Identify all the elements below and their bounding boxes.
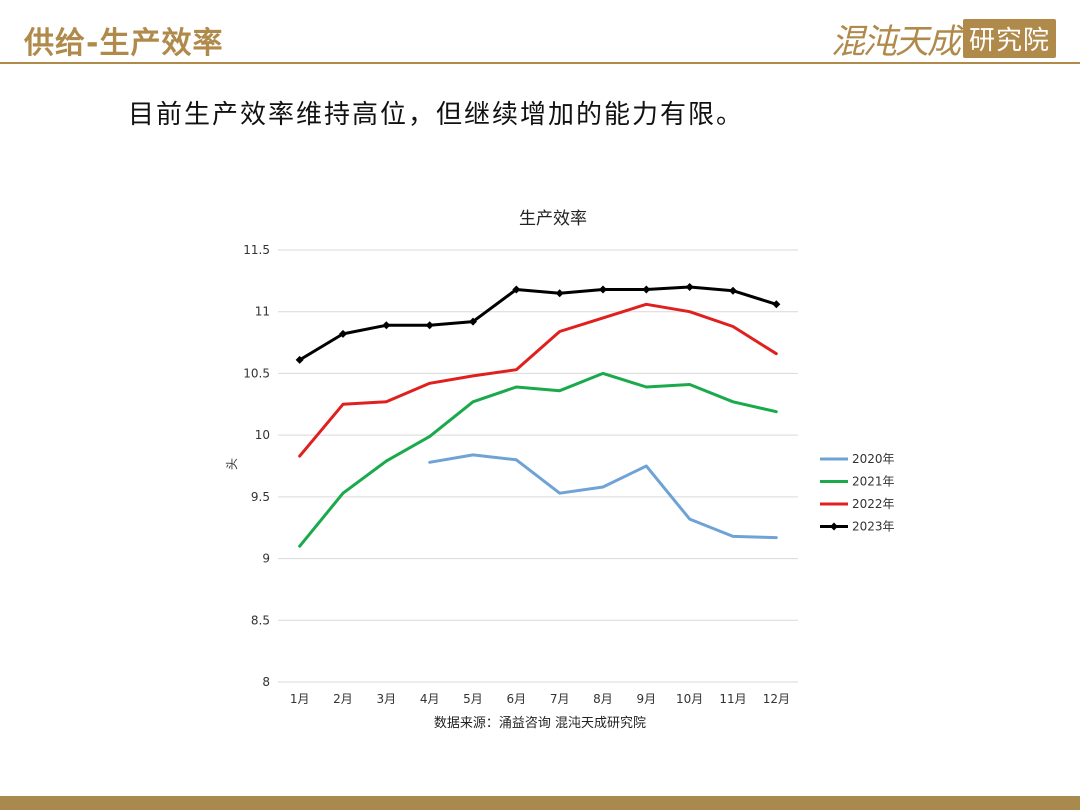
data-point — [729, 286, 737, 295]
x-tick-label: 6月 — [507, 692, 527, 706]
series-line-2020年 — [428, 453, 778, 540]
legend-label: 2021年 — [852, 475, 895, 489]
header-divider — [0, 62, 1080, 64]
y-tick-label: 8.5 — [251, 613, 270, 627]
x-tick-label: 12月 — [763, 692, 790, 706]
footer-bar — [0, 796, 1080, 810]
x-tick-label: 10月 — [676, 692, 703, 706]
x-tick-label: 5月 — [463, 692, 483, 706]
legend-label: 2022年 — [852, 497, 895, 511]
legend-label: 2020年 — [852, 452, 895, 466]
data-point — [599, 285, 607, 294]
series-line-2021年 — [298, 371, 778, 548]
x-tick-label: 9月 — [637, 692, 657, 706]
data-point — [642, 285, 651, 294]
x-tick-label: 11月 — [719, 692, 746, 706]
data-point — [339, 329, 347, 338]
x-tick-label: 4月 — [420, 692, 440, 706]
x-tick-label: 2月 — [333, 692, 353, 706]
slide-subtitle: 目前生产效率维持高位，但继续增加的能力有限。 — [128, 100, 745, 130]
legend-marker — [830, 522, 838, 531]
data-point — [425, 321, 434, 330]
data-point — [382, 321, 391, 330]
data-point — [295, 355, 304, 364]
y-tick-label: 10.5 — [243, 366, 270, 380]
data-point — [555, 289, 564, 298]
y-tick-label: 8 — [262, 675, 270, 689]
x-tick-label: 8月 — [593, 692, 613, 706]
y-tick-label: 9 — [262, 552, 270, 566]
data-point — [772, 300, 781, 309]
source-note: 数据来源：涌益咨询 混沌天成研究院 — [433, 716, 647, 731]
y-axis-label: 头 — [225, 458, 239, 470]
y-tick-label: 10 — [255, 428, 270, 442]
y-tick-label: 11 — [255, 305, 270, 319]
data-point — [512, 285, 521, 294]
page-title: 供给-生产效率 — [24, 26, 224, 61]
logo-box: 研究院 — [962, 19, 1056, 58]
x-tick-label: 3月 — [377, 692, 397, 706]
y-tick-label: 9.5 — [251, 490, 270, 504]
x-tick-label: 7月 — [550, 692, 570, 706]
logo-script: 混沌天成 — [830, 22, 961, 62]
legend-label: 2023年 — [852, 520, 895, 534]
data-point — [685, 283, 694, 292]
logo: 混沌天成 研究院 — [831, 14, 1056, 63]
data-point — [469, 317, 477, 326]
y-tick-label: 11.5 — [243, 243, 270, 257]
series-line-2022年 — [298, 302, 778, 458]
x-tick-label: 1月 — [290, 692, 310, 706]
series-line-2023年 — [298, 285, 778, 362]
chart-title: 生产效率 — [519, 209, 587, 229]
